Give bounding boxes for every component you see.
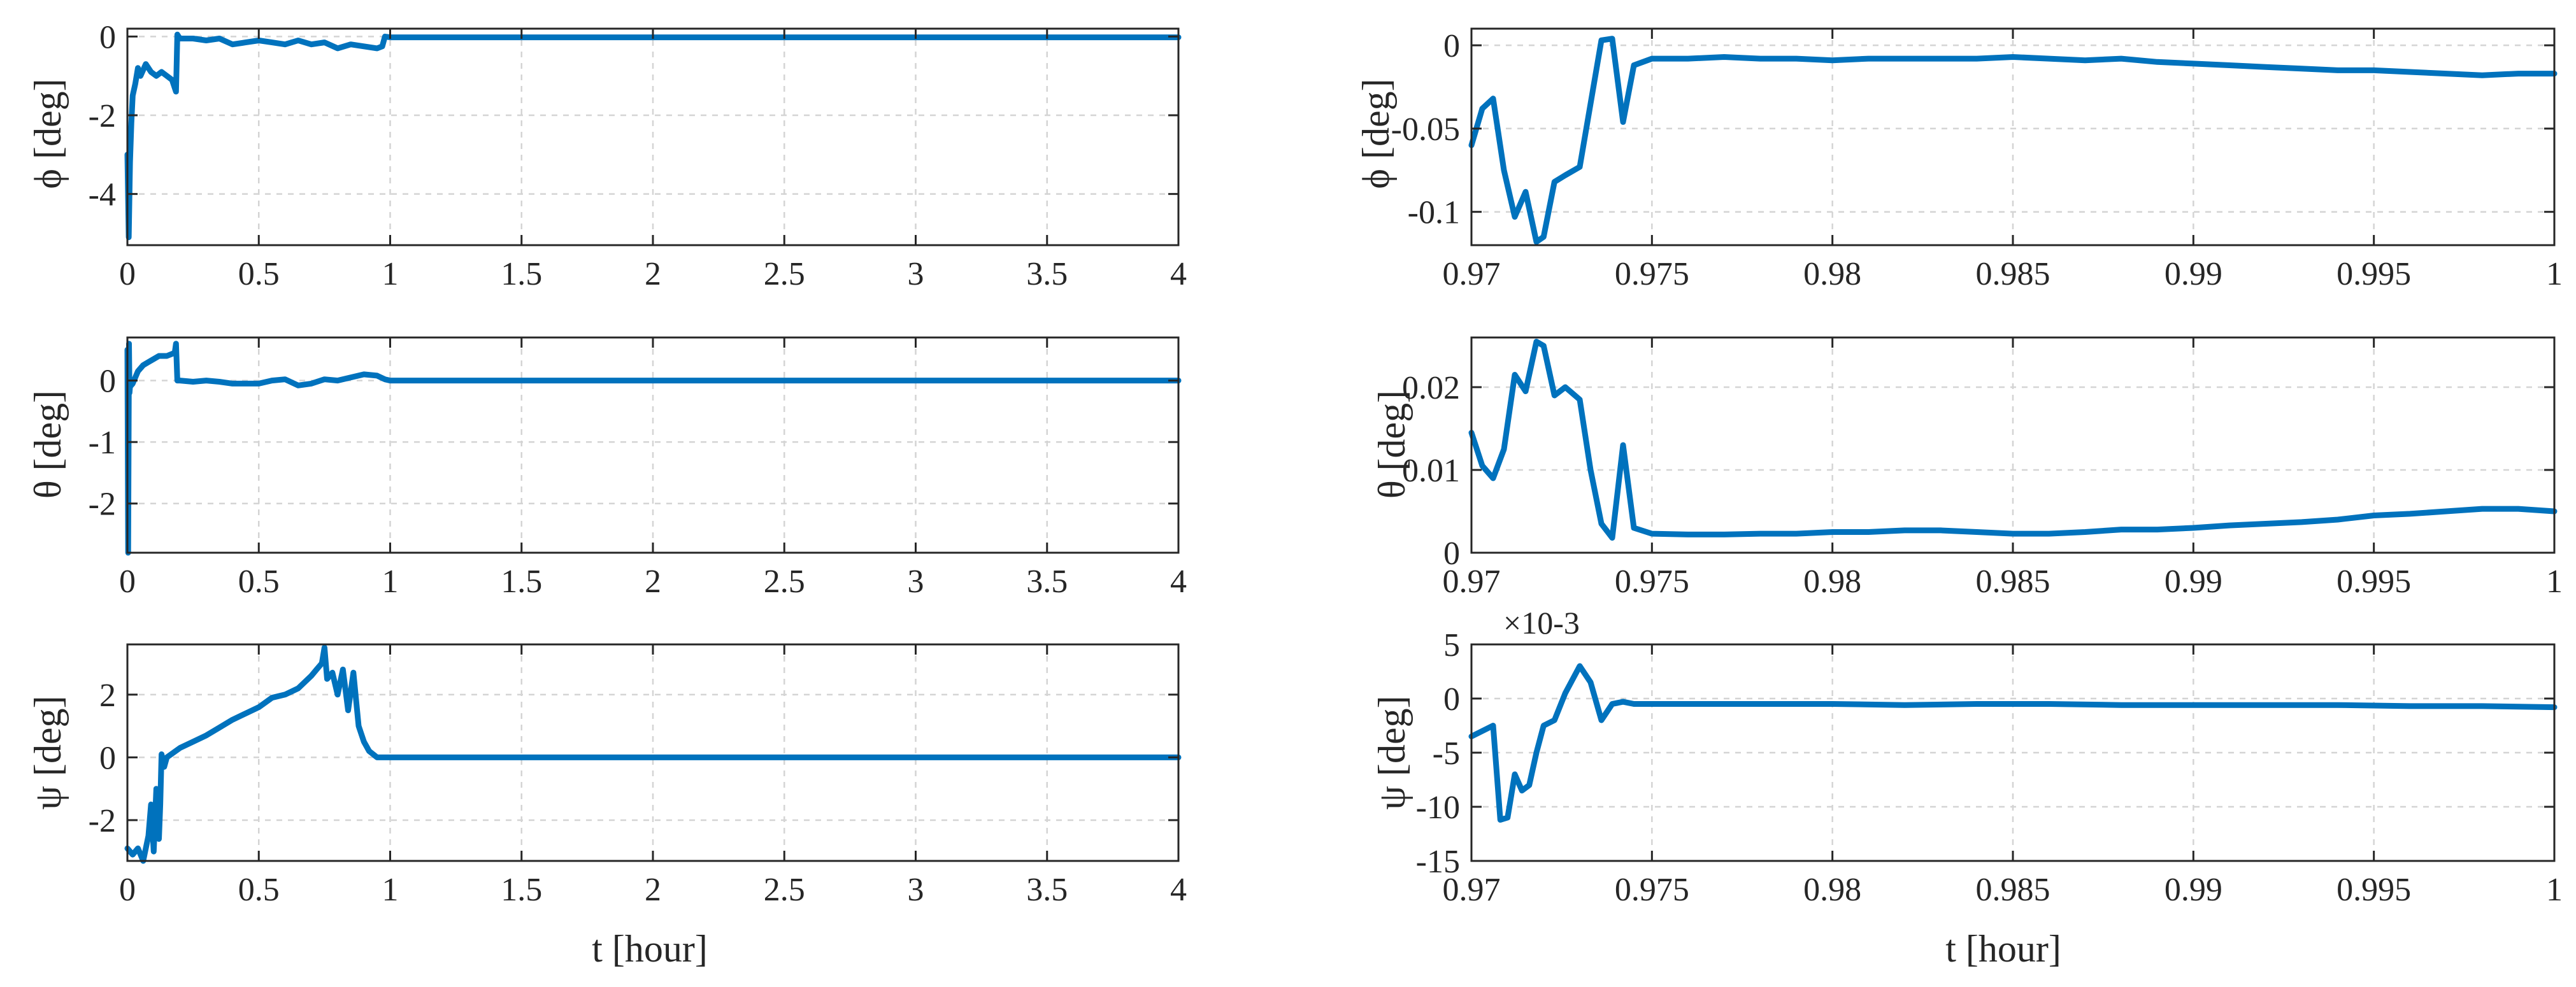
- y-tick-label: 2: [99, 678, 116, 714]
- theta-zoom-plot: 0.97 0.975 0.98 0.985 0.99 0.995 1 0 0.01 0.02 θ …: [1371, 336, 2563, 600]
- x-tick-label: 2.5: [764, 872, 805, 908]
- phi-zoom-line: [1468, 36, 2558, 245]
- y-tick-label: 0: [1443, 681, 1460, 718]
- x-tick-label: 0.5: [238, 256, 280, 292]
- theta-overview-plot: 0 0.5 1 1.5 2 2.5 3 3.5 4 -2 -1 0 θ [deg]: [27, 336, 1187, 600]
- x-tick-label: 0.985: [1976, 256, 2050, 292]
- x-tick-label: 2.5: [764, 564, 805, 600]
- x-tick-label: 3.5: [1026, 872, 1068, 908]
- x-tick-label: 4: [1170, 564, 1187, 600]
- x-tick-label: 2: [645, 256, 661, 292]
- y-tick-label: 0: [99, 364, 116, 400]
- theta-zoom-ylabel: θ [deg]: [1371, 390, 1413, 499]
- psi-ylabel: ψ [deg]: [27, 695, 69, 809]
- x-tick-label: 4: [1170, 872, 1187, 908]
- x-tick-label: 1: [382, 564, 399, 600]
- x-tick-label: 0: [119, 256, 136, 292]
- x-tick-label: 0.98: [1803, 872, 1861, 908]
- x-tick-label: 3: [908, 872, 924, 908]
- y-tick-label: -2: [89, 98, 116, 134]
- x-tick-label: 0.975: [1615, 564, 1689, 600]
- x-tick-label: 0.5: [238, 872, 280, 908]
- x-tick-label: 0.985: [1976, 872, 2050, 908]
- x-tick-label: 3: [908, 564, 924, 600]
- x-tick-label: 3: [908, 256, 924, 292]
- theta-overview-line: [124, 341, 1182, 556]
- theta-ylabel: θ [deg]: [27, 390, 69, 499]
- phi-overview-plot: 0 0.5 1 1.5 2 2.5 3 3.5 4 -4 -2 0 ϕ [deg]: [27, 19, 1187, 292]
- x-tick-label: 0.98: [1803, 256, 1861, 292]
- psi-zoom-line: [1468, 663, 2558, 823]
- x-tick-label: 0: [119, 872, 136, 908]
- x-tick-label: 1: [382, 256, 399, 292]
- psi-overview-plot: 0 0.5 1 1.5 2 2.5 3 3.5 4-202 ψ [deg] t [hour]: [27, 643, 1187, 970]
- y-tick-label: 5: [1443, 627, 1460, 664]
- y-tick-label: -2: [89, 486, 116, 523]
- x-tick-label: 0.975: [1615, 256, 1689, 292]
- x-tick-label: 3.5: [1026, 256, 1068, 292]
- y-tick-label: -4: [89, 177, 116, 213]
- x-tick-label: 0.97: [1443, 564, 1501, 600]
- x-tick-label: 1: [2546, 564, 2563, 600]
- x-tick-label: 0: [119, 564, 136, 600]
- y-tick-label: 0: [99, 740, 116, 776]
- x-tick-label: 0.975: [1615, 872, 1689, 908]
- y-tick-label: -0.05: [1391, 111, 1460, 148]
- x-tick-label: 0.97: [1443, 256, 1501, 292]
- x-tick-label: 1.5: [501, 564, 542, 600]
- x-tick-label: 0.98: [1803, 564, 1861, 600]
- phi-overview-line: [124, 31, 1182, 241]
- time-zoom-xlabel: t [hour]: [1945, 928, 2061, 970]
- exponent-label: ×10-3: [1503, 605, 1580, 641]
- y-tick-label: 0.01: [1402, 453, 1460, 489]
- x-tick-label: 2: [645, 564, 661, 600]
- x-tick-label: 0.99: [2165, 564, 2222, 600]
- phi-zoom-plot: 0.97 0.975 0.98 0.985 0.99 0.995 1 -0.1 -0.05 0 ϕ…: [1355, 27, 2563, 292]
- psi-zoom-plot: 0.97 0.975 0.98 0.985 0.99 0.995 1 -15 -10 -5 0 5 ψ…: [1371, 605, 2563, 970]
- y-tick-label: -1: [89, 425, 116, 461]
- y-tick-label: 0: [1443, 536, 1460, 572]
- x-tick-label: 0.5: [238, 564, 280, 600]
- y-tick-label: -5: [1433, 735, 1460, 772]
- x-tick-label: 2.5: [764, 256, 805, 292]
- y-tick-label: 0: [1443, 28, 1460, 64]
- x-tick-label: 1: [2546, 256, 2563, 292]
- x-tick-label: 0.995: [2336, 872, 2411, 908]
- phi-ylabel: ϕ [deg]: [27, 78, 69, 188]
- x-tick-label: 0.985: [1976, 564, 2050, 600]
- x-tick-label: 0.995: [2336, 256, 2411, 292]
- psi-overview-line: [124, 644, 1182, 864]
- y-tick-label: -2: [89, 803, 116, 839]
- x-tick-label: 0.99: [2165, 256, 2222, 292]
- x-tick-label: 4: [1170, 256, 1187, 292]
- y-tick-label: -15: [1416, 844, 1460, 880]
- psi-zoom-ylabel: ψ [deg]: [1371, 695, 1413, 809]
- x-tick-label: 1: [382, 872, 399, 908]
- y-tick-label: 0: [99, 19, 116, 55]
- x-tick-label: 0.97: [1443, 872, 1501, 908]
- x-tick-label: 0.995: [2336, 564, 2411, 600]
- x-tick-label: 1.5: [501, 872, 542, 908]
- x-tick-label: 2: [645, 872, 661, 908]
- y-tick-label: -0.1: [1408, 195, 1460, 231]
- y-tick-label: 0.02: [1402, 370, 1460, 406]
- x-tick-label: 1: [2546, 872, 2563, 908]
- x-tick-label: 1.5: [501, 256, 542, 292]
- phi-zoom-ylabel: ϕ [deg]: [1355, 78, 1397, 188]
- theta-zoom-line: [1468, 339, 2558, 541]
- x-tick-label: 3.5: [1026, 564, 1068, 600]
- y-tick-label: -10: [1416, 790, 1460, 826]
- x-tick-label: 0.99: [2165, 872, 2222, 908]
- time-xlabel: t [hour]: [592, 928, 708, 970]
